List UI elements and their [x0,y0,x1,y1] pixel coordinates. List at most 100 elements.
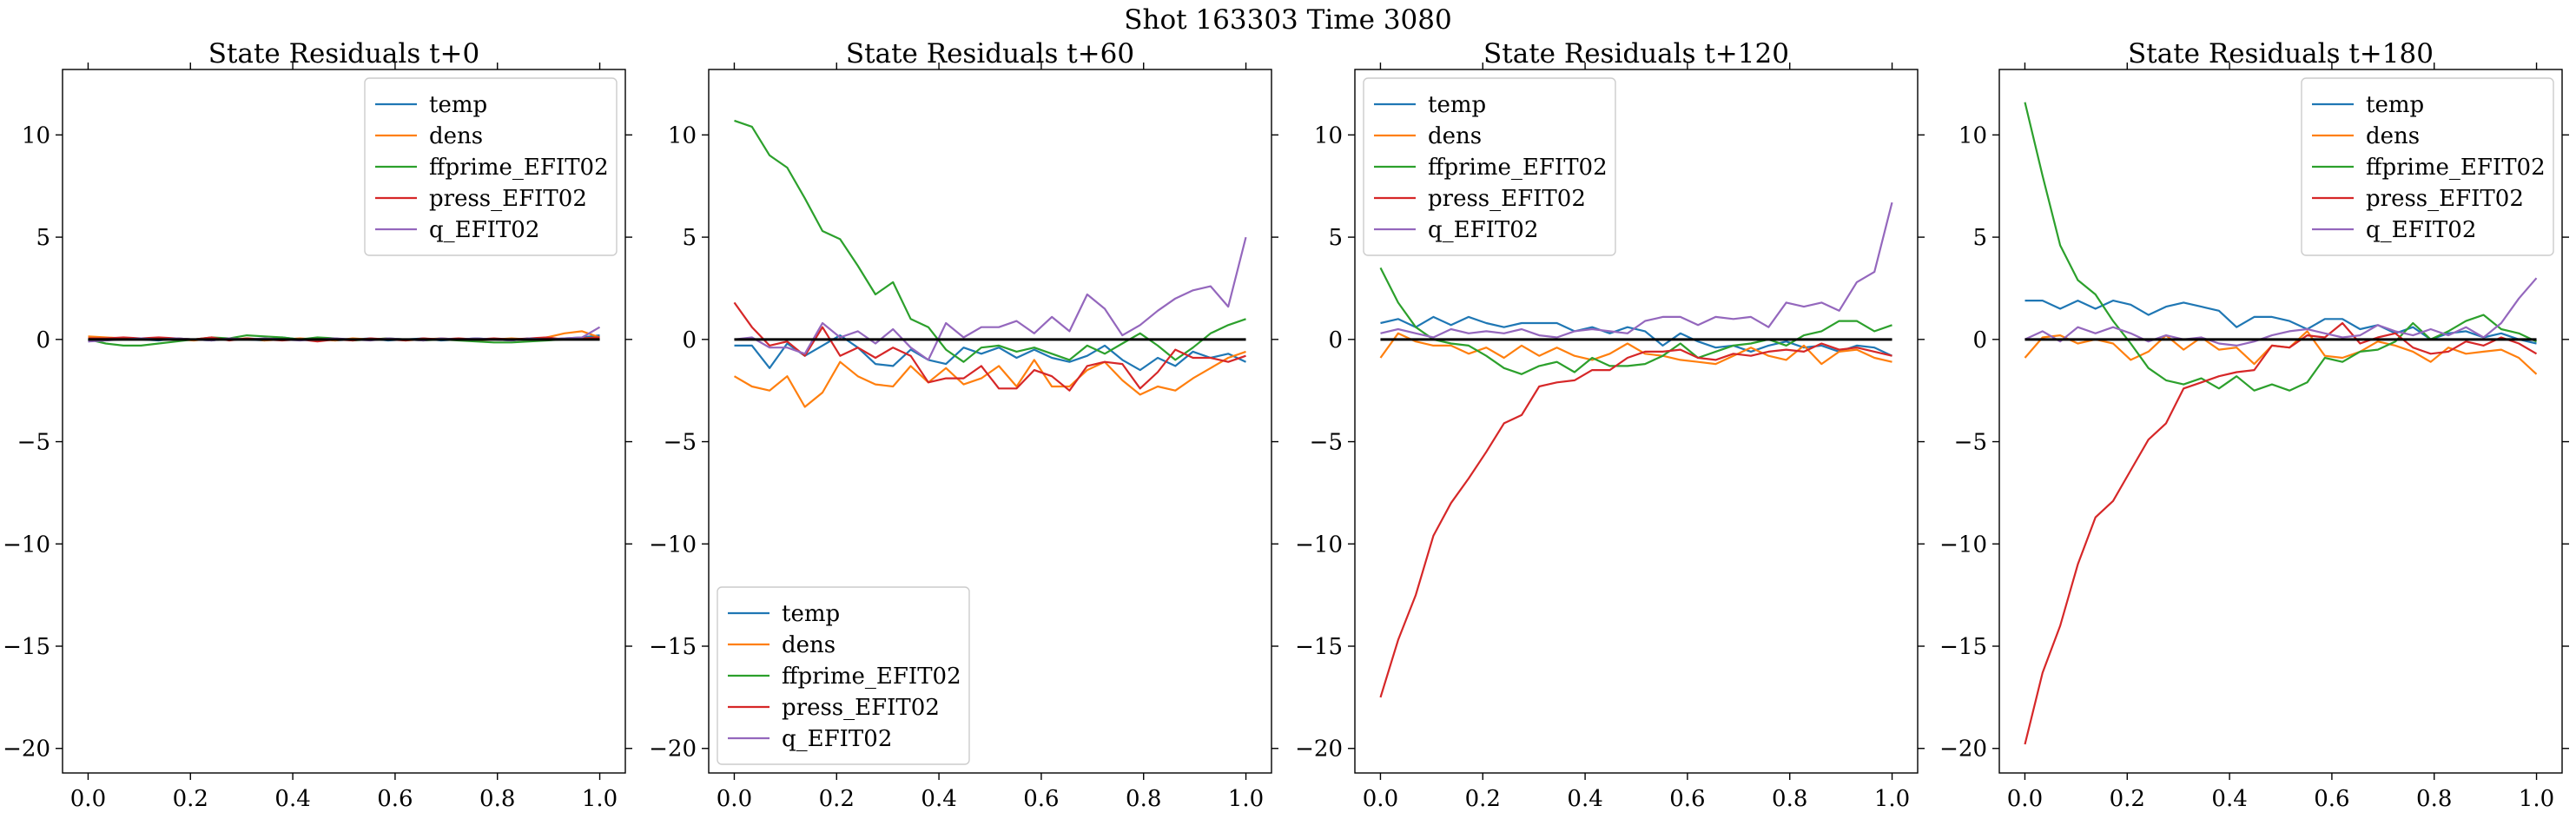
y-tick-label: −20 [3,736,50,763]
subplot-title: State Residuals t+120 [1483,38,1789,69]
y-tick-label: −20 [1939,736,1987,763]
legend: temp dens ffprime_EFIT02 press_EFIT02 q_EFIT… [2301,77,2554,256]
axes-frame [1354,69,1919,774]
y-tick-label: −10 [649,532,697,558]
x-tick-label: 0.2 [2110,786,2145,812]
axes-frame [708,69,1272,774]
legend-box [364,77,618,256]
x-tick-label: 1.0 [1874,786,1910,812]
series-line-q-efit02 [1380,201,1893,339]
y-tick-label: 10 [1958,122,1987,149]
legend-box [717,586,970,765]
x-tick-label: 0.2 [1465,786,1501,812]
legend-label: q_EFIT02 [429,217,539,243]
subplot-t180: State Residuals t+180 0.0 0.2 0.4 0.6 0.8 1.0… [1939,38,2569,812]
series-line-ffprime-efit02 [2024,102,2537,392]
x-tick-label: 0.0 [717,786,752,812]
legend: temp dens ffprime_EFIT02 press_EFIT02 q_EFIT… [364,77,618,256]
series-line-ffprime-efit02 [1379,267,1892,375]
x-tick-label: 0.2 [173,786,208,812]
x-tick-label: 0.0 [70,786,106,812]
series-line-ffprime-efit02 [734,119,1246,363]
y-tick-label: 5 [1972,225,1987,251]
series-line-q-efit02 [2024,277,2538,347]
legend-label: q_EFIT02 [782,726,892,752]
legend-label: ffprime_EFIT02 [2366,155,2546,181]
x-tick-label: 0.4 [1567,786,1602,812]
series-line-temp [2024,300,2537,345]
series-line-dens [1379,332,1892,366]
series-line-press-efit02 [1379,342,1892,698]
x-tick-label: 0.8 [2416,786,2452,812]
x-tick-label: 0.6 [1023,786,1059,812]
legend-label: press_EFIT02 [2366,186,2524,212]
y-tick-label: 5 [36,225,50,251]
series-line-press-efit02 [2024,321,2538,745]
subplot-title: State Residuals t+60 [846,38,1134,69]
x-tick-label: 0.2 [819,786,855,812]
subplot-t120: State Residuals t+120 0.0 0.2 0.4 0.6 0.8 1.0… [1295,38,1925,812]
legend-label: press_EFIT02 [1428,186,1586,212]
y-tick-label: 10 [22,122,50,149]
legend-box [1363,77,1616,256]
legend: temp dens ffprime_EFIT02 press_EFIT02 q_EFIT… [1363,77,1616,256]
legend-label: dens [1428,123,1482,149]
x-tick-label: 1.0 [582,786,618,812]
legend-box [2301,77,2554,256]
x-tick-label: 1.0 [2519,786,2554,812]
y-tick-label: −5 [1310,430,1343,456]
legend-label: dens [429,123,483,149]
x-tick-label: 0.8 [1772,786,1807,812]
x-tick-label: 0.6 [1669,786,1705,812]
y-tick-label: −15 [3,634,50,660]
axes-frame [62,69,626,774]
legend: temp dens ffprime_EFIT02 press_EFIT02 q_EFIT… [717,586,970,765]
y-tick-label: −5 [17,430,50,456]
y-tick-label: −15 [649,634,697,660]
y-tick-label: 0 [1328,327,1343,353]
legend-label: temp [782,601,840,627]
y-tick-label: 0 [1972,327,1987,353]
series-line-press-efit02 [733,301,1246,392]
x-tick-label: 0.0 [2007,786,2043,812]
y-tick-label: −5 [664,430,697,456]
legend-label: press_EFIT02 [429,186,587,212]
y-tick-label: −20 [649,736,697,763]
y-tick-label: −15 [1939,634,1987,660]
x-tick-label: 0.4 [2211,786,2247,812]
y-tick-label: 0 [682,327,697,353]
subplot-t0: State Residuals t+0 0.0 0.2 0.4 0.6 0.8 1.0 10… [3,38,632,812]
y-tick-label: −10 [1295,532,1343,558]
x-tick-label: 0.4 [921,786,956,812]
legend-label: ffprime_EFIT02 [429,155,609,181]
subplot-title: State Residuals t+180 [2128,38,2434,69]
series-line-temp [734,334,1246,372]
y-tick-label: 5 [682,225,697,251]
legend-label: dens [2366,123,2420,149]
legend-label: dens [782,632,836,658]
legend-label: press_EFIT02 [782,695,940,721]
y-tick-label: −20 [1295,736,1343,763]
subplot-t60: State Residuals t+60 0.0 0.2 0.4 0.6 0.8 1.0 1… [649,38,1278,812]
series-line-q-efit02 [734,236,1247,361]
legend-label: temp [429,92,487,118]
legend-label: q_EFIT02 [1428,217,1538,243]
x-tick-label: 0.6 [2314,786,2349,812]
series-line-dens [2024,330,2538,375]
y-tick-label: −15 [1295,634,1343,660]
figure-suptitle: Shot 163303 Time 3080 [1124,4,1451,36]
legend-label: temp [1428,92,1486,118]
y-tick-label: 5 [1328,225,1343,251]
series-line-temp [1380,315,1892,357]
y-tick-label: 0 [36,327,50,353]
x-tick-label: 0.6 [377,786,413,812]
axes-frame [1998,69,2563,774]
legend-label: ffprime_EFIT02 [1428,155,1608,181]
y-tick-label: −10 [1939,532,1987,558]
x-tick-label: 0.8 [479,786,515,812]
subplot-title: State Residuals t+0 [208,38,479,69]
x-tick-label: 1.0 [1228,786,1264,812]
x-tick-label: 0.0 [1363,786,1398,812]
series-line-dens [733,350,1246,408]
